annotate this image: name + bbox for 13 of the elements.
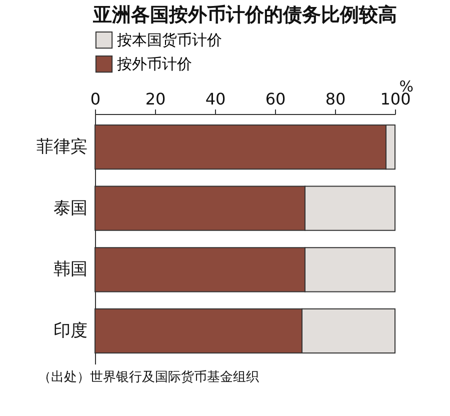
x-tick-label: 60 — [265, 90, 286, 108]
x-tick-label: 80 — [325, 90, 346, 108]
y-tick-label: 泰国 — [54, 198, 88, 218]
y-tick-label: 韩国 — [54, 260, 88, 280]
x-tick-label: 0 — [90, 90, 101, 108]
legend-label: 按外币计价 — [117, 55, 192, 73]
x-tick-label: 40 — [205, 90, 226, 108]
legend-label: 按本国货币计价 — [117, 31, 222, 49]
x-tick-label: 20 — [145, 90, 166, 108]
y-tick-label: 菲律宾 — [36, 137, 88, 158]
chart-title: 亚洲各国按外币计价的债务比例较高 — [92, 4, 397, 26]
text: （出处）世界银行及国际货币基金组织 — [38, 369, 260, 386]
y-tick-label: 印度 — [54, 320, 88, 341]
